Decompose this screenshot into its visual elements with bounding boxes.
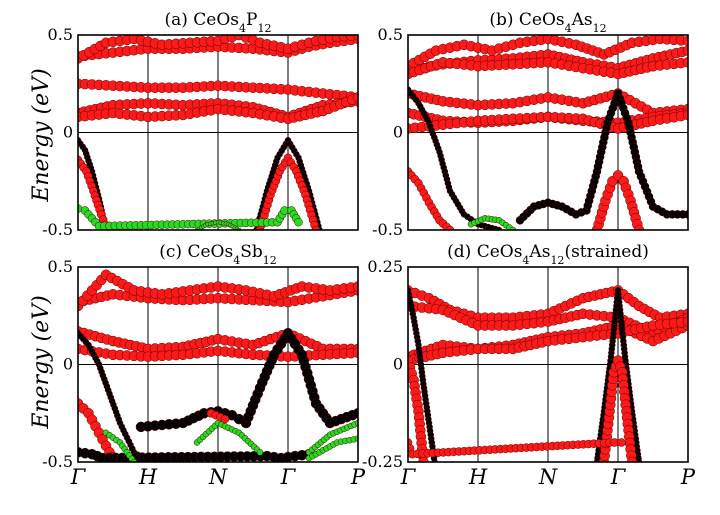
y-tick-label: -0.5 [42, 452, 73, 471]
title-part: 4 [239, 22, 246, 35]
y-tick-label: 0 [393, 355, 403, 374]
panel-frame [77, 266, 359, 463]
x-tick-label: Γ [70, 465, 87, 489]
y-tick-label: 0.5 [48, 257, 73, 276]
band-point-red [220, 414, 230, 424]
panel-1: 0.5 0 -0.5 (a) CeOs4P12 [42, 10, 359, 239]
bands-group [408, 35, 688, 230]
x-tick-label: H [138, 465, 158, 489]
x-tick-label: Γ [610, 465, 627, 489]
y-tick-label: 0 [63, 123, 73, 142]
band-point-red [682, 109, 688, 121]
x-tick-label: Γ [280, 465, 297, 489]
x-tick-label: H [468, 465, 488, 489]
panel-frame [77, 34, 359, 231]
panel-title: (a) CeOs4P12 [165, 10, 272, 35]
band-point-red [352, 92, 358, 103]
band-point-red [682, 45, 688, 56]
x-tick-label: Γ [400, 465, 417, 489]
title-part: 12 [593, 22, 607, 35]
bands-group [78, 35, 358, 230]
y-tick-label: 0.5 [378, 25, 403, 44]
title-part: As [571, 10, 593, 30]
title-part: (strained) [564, 242, 648, 262]
band-point-green [294, 217, 303, 227]
panel-title: (d) CeOs4As12(strained) [447, 242, 649, 267]
title-part: 12 [550, 254, 564, 267]
y-tick-label: -0.5 [42, 220, 73, 239]
x-tick-label: N [538, 465, 558, 489]
band-point-red [445, 225, 455, 230]
band-point-red [352, 35, 358, 41]
panel-frame [407, 266, 689, 463]
x-tick-label: P [680, 465, 696, 489]
panel-2: 0.5 0 -0.5 (b) CeOs4As12 [372, 10, 689, 239]
bands-group [78, 269, 358, 462]
band-point-red [682, 35, 688, 47]
y-tick-label: 0.5 [48, 25, 73, 44]
band-point-red [352, 281, 358, 292]
panels-group: 0.50-0.5(a) CeOs4P12 0.50-0.5(b) CeOs4As1… [42, 10, 696, 489]
y-tick-label: -0.5 [372, 220, 403, 239]
panel-title: (b) CeOs4As12 [489, 10, 606, 35]
y-tick-label: 0.25 [367, 257, 403, 276]
x-tick-label: P [350, 465, 366, 489]
title-part: (c) CeOs [159, 242, 233, 262]
panel-3: 0.5 0 -0.5 (c) CeOs4Sb12 Γ H N Γ P [42, 242, 366, 489]
band-point-red [311, 225, 321, 230]
title-part: As [528, 242, 550, 262]
y-tick-label: 0 [393, 123, 403, 142]
band-point-red [617, 438, 626, 447]
title-part: 4 [565, 22, 572, 35]
title-part: (a) CeOs [165, 10, 240, 30]
band-point-black [352, 408, 358, 419]
title-part: (b) CeOs [489, 10, 564, 30]
title-part: Sb [240, 242, 263, 262]
y-axis-label-top: Energy (eV) [29, 68, 54, 202]
band-point-red [626, 456, 638, 462]
y-axis-label-bottom: Energy (eV) [29, 295, 54, 429]
band-point-green [256, 449, 264, 456]
panel-title: (c) CeOs4Sb12 [159, 242, 276, 267]
title-part: 12 [258, 22, 272, 35]
band-point-red [682, 316, 688, 327]
title-part: 4 [522, 254, 529, 267]
x-tick-label: N [208, 465, 228, 489]
title-part: P [246, 10, 257, 30]
title-part: (d) CeOs [447, 242, 522, 262]
band-point-black [683, 210, 688, 219]
y-tick-label: 0 [63, 355, 73, 374]
band-point-red [682, 57, 688, 68]
panel-4: 0.25 0 -0.25 (d) CeOs4As12(strained) Γ H N Γ P [362, 242, 696, 489]
band-point-red [352, 347, 358, 359]
panel-frame [407, 34, 689, 231]
title-part: 12 [263, 254, 277, 267]
title-part: 4 [233, 254, 240, 267]
band-point-red [633, 224, 645, 230]
bands-group [408, 285, 688, 462]
y-tick-label: -0.25 [362, 452, 403, 471]
